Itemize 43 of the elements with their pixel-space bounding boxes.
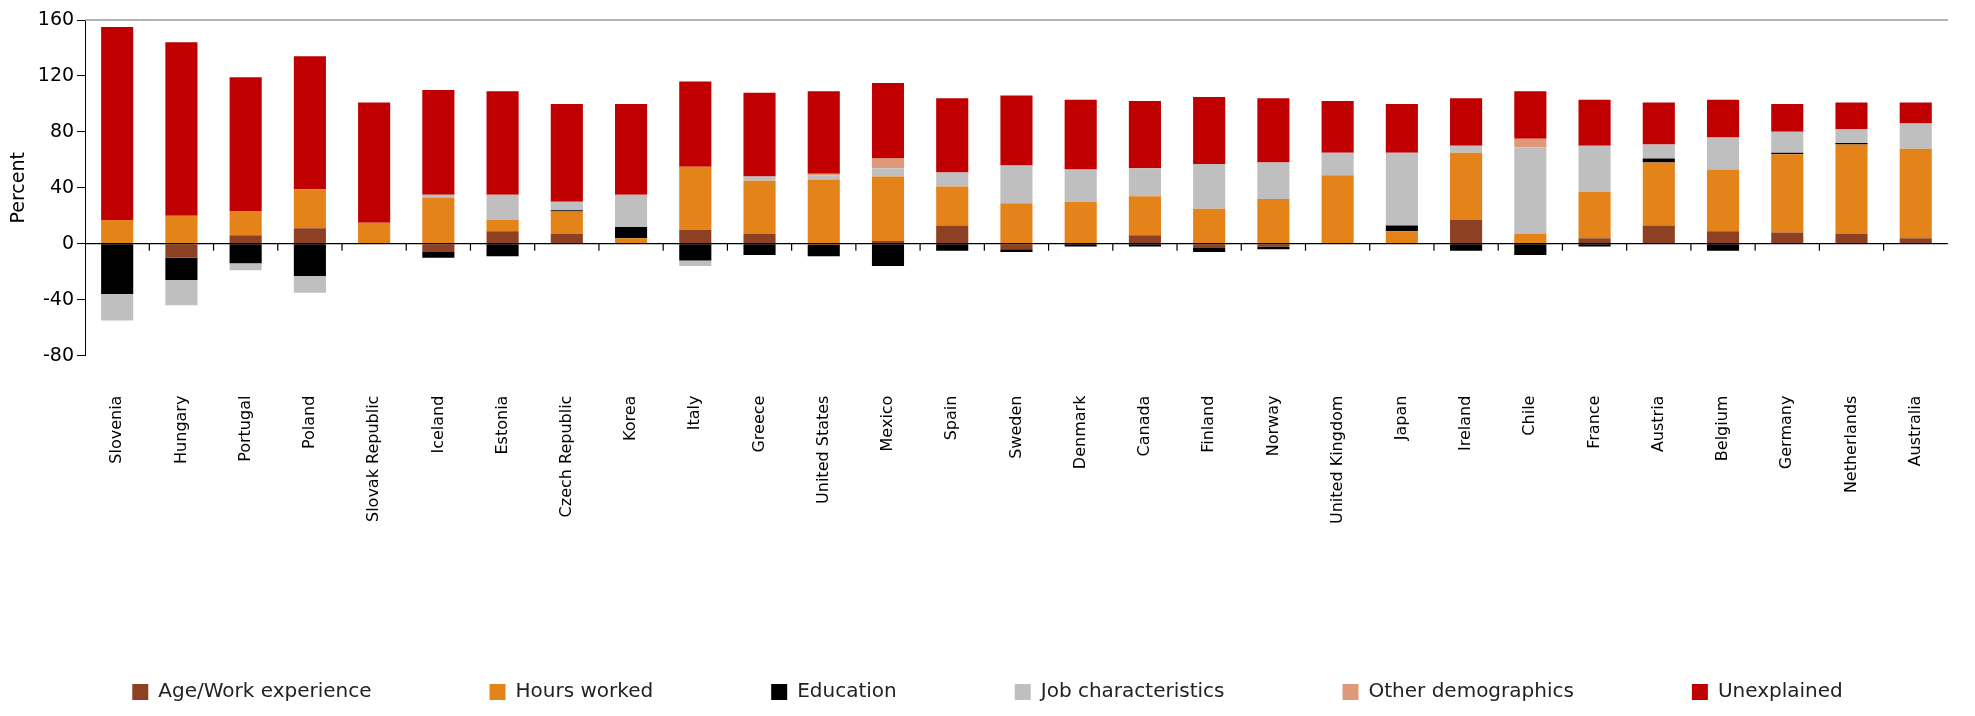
legend-label: Unexplained xyxy=(1717,678,1843,703)
y-tick-label: 40 xyxy=(49,174,75,197)
y-tick-label: 120 xyxy=(37,62,75,85)
legend-label: Hours worked xyxy=(515,678,654,703)
x-tick-label: Slovak Republic xyxy=(363,395,383,522)
y-tick-label: -40 xyxy=(43,286,75,309)
x-tick-label: Canada xyxy=(1134,395,1154,457)
x-tick-label: Hungary xyxy=(170,395,190,464)
x-tick-label: Mexico xyxy=(877,395,897,452)
x-tick-label: Korea xyxy=(620,395,640,441)
legend-label: Education xyxy=(797,678,897,703)
x-tick-label: Belgium xyxy=(1712,395,1732,462)
x-tick-label: Greece xyxy=(748,395,768,453)
legend-label: Other demographics xyxy=(1368,678,1574,703)
x-tick-label: United States xyxy=(812,395,832,504)
y-axis-title: Percent xyxy=(6,152,29,224)
y-tick-label: -80 xyxy=(43,342,75,365)
x-tick-label: Sweden xyxy=(1005,395,1025,459)
x-tick-label: Estonia xyxy=(491,395,511,455)
x-tick-label: Finland xyxy=(1198,395,1218,453)
y-tick-label: 80 xyxy=(49,118,75,141)
x-tick-label: Iceland xyxy=(427,395,447,454)
x-tick-label: France xyxy=(1583,395,1603,449)
x-tick-label: Austria xyxy=(1647,395,1667,453)
x-tick-label: Denmark xyxy=(1069,394,1089,470)
legend-label: Age/Work experience xyxy=(158,678,372,703)
x-tick-label: Poland xyxy=(299,395,319,449)
legend-label: Job characteristics xyxy=(1038,678,1225,703)
x-tick-label: Netherlands xyxy=(1840,395,1860,494)
y-tick-label: 0 xyxy=(61,230,75,253)
x-tick-label: Chile xyxy=(1519,395,1539,436)
x-tick-label: Germany xyxy=(1776,395,1796,470)
x-tick-label: Czech Republic xyxy=(555,395,575,518)
x-tick-label: Italy xyxy=(684,395,704,431)
x-tick-label: Ireland xyxy=(1455,395,1475,451)
y-tick-label: 160 xyxy=(37,6,75,29)
x-tick-label: United Kingdom xyxy=(1326,395,1346,524)
x-tick-label: Portugal xyxy=(234,395,254,462)
x-tick-label: Australia xyxy=(1904,395,1924,467)
x-tick-label: Japan xyxy=(1391,395,1411,442)
x-tick-label: Spain xyxy=(941,395,961,441)
x-tick-label: Slovenia xyxy=(106,395,126,464)
x-tick-label: Norway xyxy=(1262,395,1282,457)
